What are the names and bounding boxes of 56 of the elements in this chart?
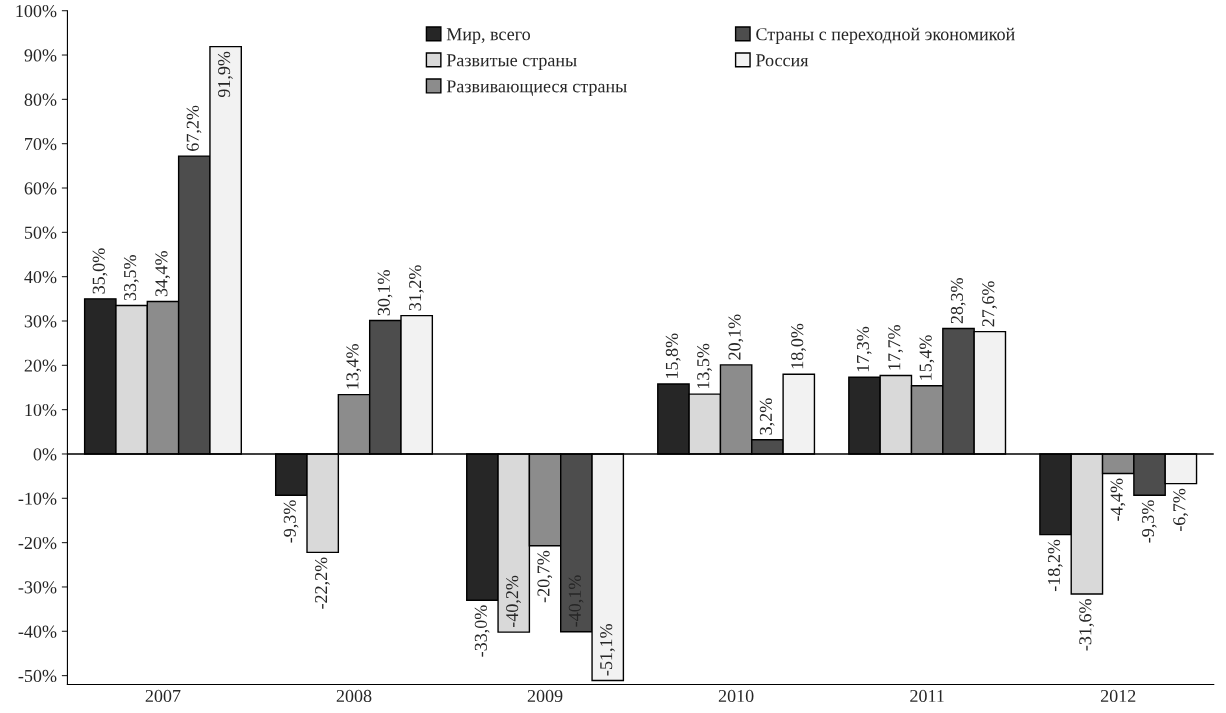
data-label: -9,3% xyxy=(283,500,299,543)
x-tick-label: 2012 xyxy=(1100,689,1136,703)
x-tick-label: 2010 xyxy=(718,689,754,703)
data-label: -51,1% xyxy=(600,624,615,676)
data-label: 35,0% xyxy=(92,248,108,294)
x-tick-label: 2009 xyxy=(527,689,563,703)
data-label: 28,3% xyxy=(950,278,966,324)
data-label: 31,2% xyxy=(409,265,424,311)
data-label: 13,5% xyxy=(697,343,712,389)
x-tick-label: 2008 xyxy=(336,689,372,703)
data-label: 17,7% xyxy=(888,325,903,370)
legend-label: Развивающиеся страны xyxy=(446,80,627,97)
x-tick-label: 2011 xyxy=(910,689,944,703)
data-label: -31,6% xyxy=(1079,599,1094,651)
y-tick-label: 60% xyxy=(24,182,57,195)
legend-label: Страны с переходной экономикой xyxy=(756,27,1015,44)
y-tick-label: 70% xyxy=(25,137,57,151)
y-tick-label: 30% xyxy=(24,315,57,328)
legend-label: Россия xyxy=(755,54,809,67)
data-label: 34,4% xyxy=(155,251,171,297)
data-label: 3,2% xyxy=(759,398,775,435)
data-label: -18,2% xyxy=(1047,539,1063,592)
legend-label: Мир, всего xyxy=(446,28,531,44)
legend-label: Развитые страны xyxy=(446,54,577,71)
data-label: 91,9% xyxy=(217,51,233,98)
data-label: -33,0% xyxy=(474,605,490,657)
data-label: 33,5% xyxy=(123,255,139,301)
y-tick-label: 90% xyxy=(24,49,57,62)
y-tick-label: -10% xyxy=(18,492,57,505)
y-tick-label: 40% xyxy=(24,270,57,284)
data-label: -9,3% xyxy=(1141,500,1157,543)
data-label: 18,0% xyxy=(791,323,806,369)
y-tick-label: 100% xyxy=(16,4,57,18)
y-tick-label: 80% xyxy=(24,93,57,106)
y-tick-label: -20% xyxy=(18,536,57,550)
y-tick-label: 0% xyxy=(33,448,57,461)
data-label: -22,2% xyxy=(315,557,330,609)
x-tick-label: 2007 xyxy=(145,689,181,703)
data-label: 17,3% xyxy=(856,326,872,372)
data-label: -40,2% xyxy=(506,575,521,628)
y-tick-label: -30% xyxy=(18,581,57,594)
data-label: 15,4% xyxy=(919,335,935,380)
data-label: 20,1% xyxy=(728,314,744,360)
y-tick-label: 20% xyxy=(24,359,57,372)
data-label: 67,2% xyxy=(186,105,202,151)
data-label: -20,7% xyxy=(537,550,553,603)
data-label: 30,1% xyxy=(377,270,393,316)
data-label: -4,4% xyxy=(1110,478,1126,521)
y-tick-label: -50% xyxy=(18,669,57,683)
y-tick-label: 10% xyxy=(25,403,57,417)
data-label: -6,7% xyxy=(1173,488,1188,532)
data-label: 13,4% xyxy=(346,344,362,389)
data-label: 27,6% xyxy=(982,281,997,327)
data-label: 15,8% xyxy=(665,333,681,378)
y-tick-label: -40% xyxy=(18,625,57,638)
y-tick-label: 50% xyxy=(24,226,57,239)
